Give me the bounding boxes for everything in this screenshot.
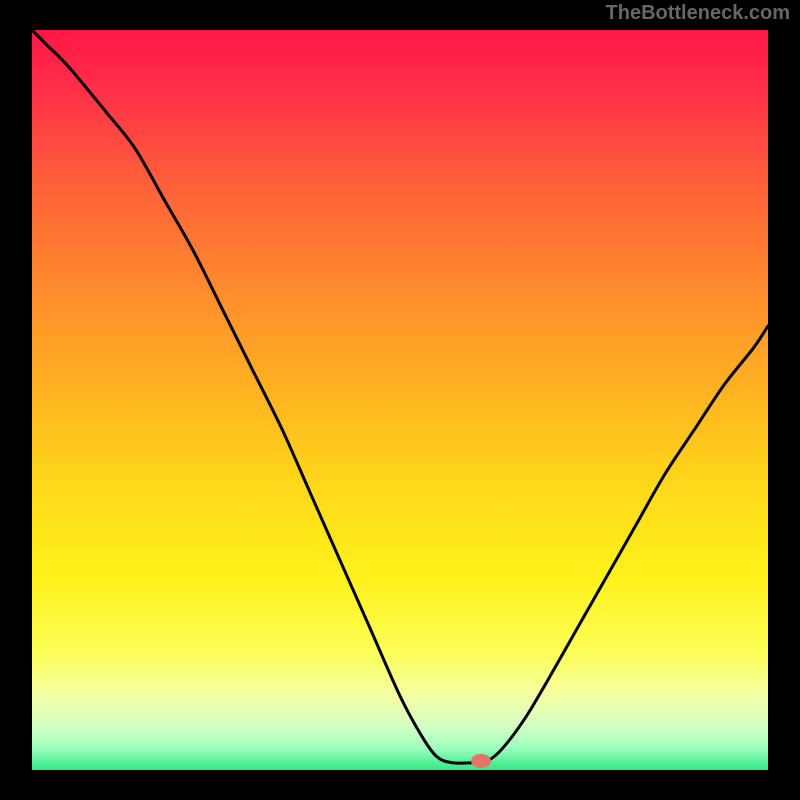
optimal-point-marker — [471, 754, 491, 768]
watermark-text: TheBottleneck.com — [606, 2, 790, 25]
plot-area — [32, 30, 768, 770]
bottleneck-curve — [32, 30, 768, 770]
chart-container: TheBottleneck.com — [0, 0, 800, 800]
curve-path — [32, 30, 768, 763]
